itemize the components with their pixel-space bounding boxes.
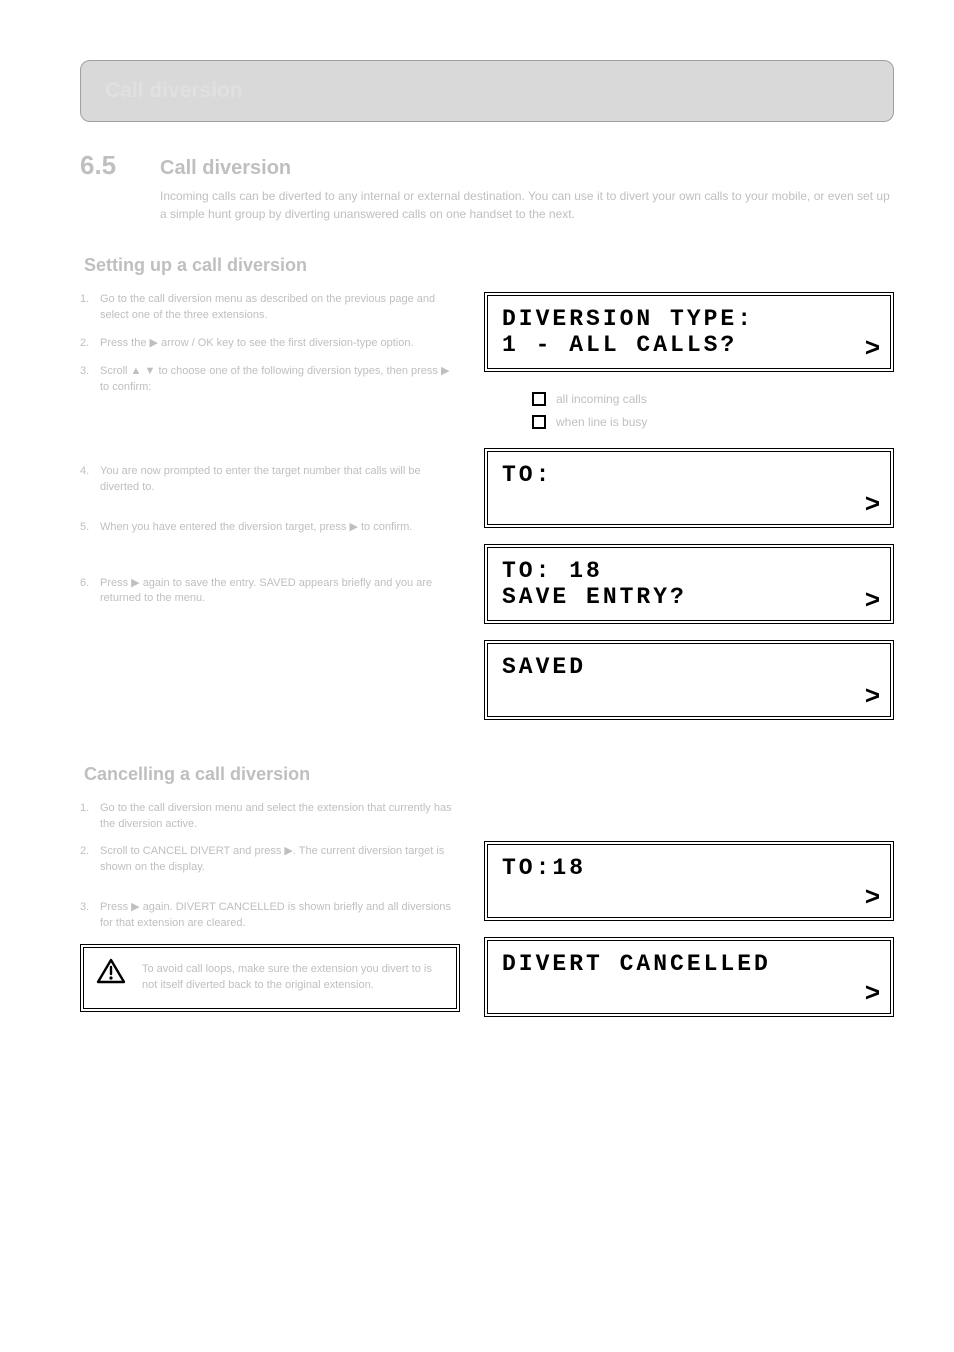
lcd-line2 <box>502 488 876 514</box>
option-row: when line is busy <box>484 411 894 434</box>
step-number: 3. <box>80 900 100 932</box>
step-number: 1. <box>80 292 100 324</box>
step-number: 5. <box>80 520 100 536</box>
step-text: Go to the call diversion menu and select… <box>100 801 460 833</box>
section-number: 6.5 <box>80 150 160 181</box>
step-text: Press ▶ again. DIVERT CANCELLED is shown… <box>100 900 460 932</box>
setup-step: 1. Go to the call diversion menu as desc… <box>80 292 460 324</box>
lcd-line1: DIVERT CANCELLED <box>502 951 876 977</box>
chevron-right-icon: > <box>865 682 880 708</box>
step-text: Scroll ▲ ▼ to choose one of the followin… <box>100 364 460 396</box>
section-label: Call diversion <box>160 157 291 180</box>
cancel-step: 1. Go to the call diversion menu and sel… <box>80 801 460 833</box>
cancel-step: 2. Scroll to CANCEL DIVERT and press ▶. … <box>80 844 460 876</box>
cancel-heading: Cancelling a call diversion <box>84 764 894 785</box>
lcd-cancel-to18: TO:18 > <box>484 841 894 921</box>
lcd-diversion-type: DIVERSION TYPE: 1 - ALL CALLS? > <box>484 292 894 372</box>
key-icon <box>532 392 546 406</box>
step-text: Press the ▶ arrow / OK key to see the fi… <box>100 336 460 352</box>
chevron-right-icon: > <box>865 979 880 1005</box>
step-number: 2. <box>80 844 100 876</box>
cancel-step: 3. Press ▶ again. DIVERT CANCELLED is sh… <box>80 900 460 932</box>
lcd-line2 <box>502 881 876 907</box>
step-number: 2. <box>80 336 100 352</box>
step-text: Scroll to CANCEL DIVERT and press ▶. The… <box>100 844 460 876</box>
step-text: You are now prompted to enter the target… <box>100 464 460 496</box>
warning-text: To avoid call loops, make sure the exten… <box>142 963 432 991</box>
step-text: When you have entered the diversion targ… <box>100 520 460 536</box>
lcd-line2 <box>502 680 876 706</box>
section-intro: Incoming calls can be diverted to any in… <box>160 187 894 223</box>
chapter-title: Call diversion <box>105 79 243 102</box>
option-label: when line is busy <box>556 411 647 434</box>
option-list: all incoming calls when line is busy <box>484 388 894 434</box>
setup-heading: Setting up a call diversion <box>84 255 894 276</box>
lcd-to-empty: TO: > <box>484 448 894 528</box>
lcd-line1: TO: <box>502 462 876 488</box>
key-icon <box>532 415 546 429</box>
chevron-right-icon: > <box>865 334 880 360</box>
setup-step: 4. You are now prompted to enter the tar… <box>80 464 460 496</box>
lcd-line2: 1 - ALL CALLS? <box>502 332 876 358</box>
lcd-divert-cancelled: DIVERT CANCELLED > <box>484 937 894 1017</box>
step-number: 3. <box>80 364 100 396</box>
lcd-to-18-save: TO: 18 SAVE ENTRY? > <box>484 544 894 624</box>
lcd-line2: SAVE ENTRY? <box>502 584 876 610</box>
step-number: 6. <box>80 576 100 608</box>
lcd-line1: TO: 18 <box>502 558 876 584</box>
lcd-line1: TO:18 <box>502 855 876 881</box>
section-heading: 6.5 Call diversion <box>80 150 894 181</box>
setup-step: 6. Press ▶ again to save the entry. SAVE… <box>80 576 460 608</box>
chevron-right-icon: > <box>865 490 880 516</box>
chevron-right-icon: > <box>865 883 880 909</box>
step-number: 4. <box>80 464 100 496</box>
step-text: Press ▶ again to save the entry. SAVED a… <box>100 576 460 608</box>
lcd-line2 <box>502 977 876 1003</box>
chapter-header: Call diversion <box>80 60 894 122</box>
setup-step: 5. When you have entered the diversion t… <box>80 520 460 536</box>
chevron-right-icon: > <box>865 586 880 612</box>
option-row: all incoming calls <box>484 388 894 411</box>
lcd-line1: DIVERSION TYPE: <box>502 306 876 332</box>
step-number: 1. <box>80 801 100 833</box>
lcd-saved: SAVED > <box>484 640 894 720</box>
lcd-line1: SAVED <box>502 654 876 680</box>
setup-step: 3. Scroll ▲ ▼ to choose one of the follo… <box>80 364 460 396</box>
warning-icon <box>96 958 126 990</box>
step-text: Go to the call diversion menu as describ… <box>100 292 460 324</box>
setup-step: 2. Press the ▶ arrow / OK key to see the… <box>80 336 460 352</box>
option-label: all incoming calls <box>556 388 647 411</box>
warning-note: To avoid call loops, make sure the exten… <box>80 944 460 1012</box>
